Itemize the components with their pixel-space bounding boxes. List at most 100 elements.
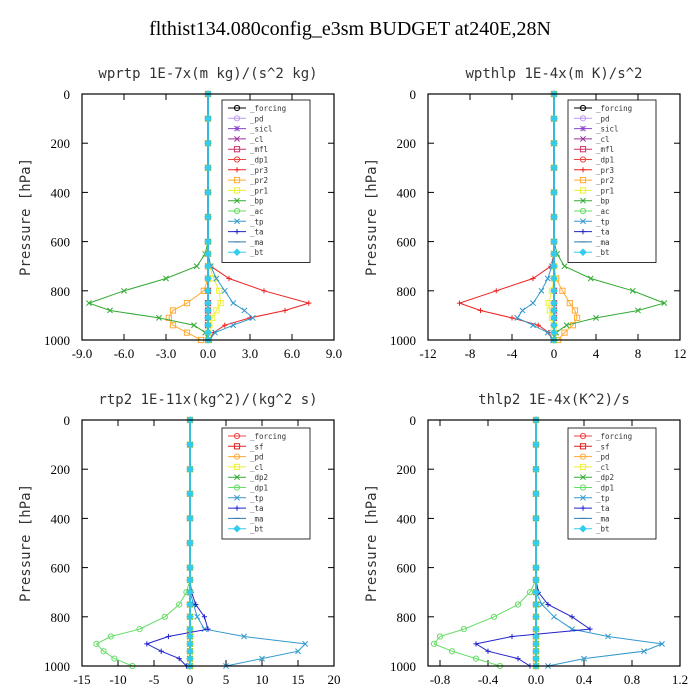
data-point	[193, 263, 200, 270]
legend-label: _bt	[596, 248, 610, 257]
legend-label: _bt	[596, 525, 610, 534]
data-point	[194, 613, 201, 620]
data-point	[561, 329, 568, 336]
legend-marker	[579, 146, 587, 153]
data-point	[306, 300, 312, 306]
data-point	[550, 299, 558, 307]
legend-item: _pr2	[228, 176, 268, 185]
legend-marker	[579, 524, 587, 533]
data-point	[477, 307, 484, 314]
legend-item: _ac	[574, 207, 610, 216]
legend-marker	[580, 218, 586, 225]
data-point	[107, 307, 113, 314]
legend-marker	[233, 104, 241, 112]
y-tick-label: 800	[397, 610, 417, 625]
legend-marker	[579, 453, 587, 460]
legend-label: _pr3	[250, 166, 268, 175]
legend-label: _pr1	[596, 186, 614, 195]
legend-label: _tp	[250, 217, 264, 226]
data-point	[136, 626, 143, 633]
legend-marker	[233, 484, 241, 491]
data-point	[563, 322, 570, 329]
data-point	[186, 612, 194, 621]
legend-marker	[233, 463, 241, 470]
legend: _forcing_pd _sicl_cl_mfl _dp1_pr3_pr2_pr1 _…	[567, 99, 657, 263]
x-tick-label: 0.0	[528, 672, 544, 687]
data-point	[550, 306, 558, 315]
data-point	[635, 307, 641, 314]
legend-item: _bt	[574, 248, 610, 257]
data-point	[230, 300, 237, 307]
data-point	[550, 163, 558, 172]
data-point	[551, 613, 557, 620]
data-point	[532, 539, 540, 547]
legend-item: _bt	[228, 248, 264, 257]
data-point	[519, 307, 526, 314]
data-point	[169, 322, 177, 329]
data-point	[161, 613, 168, 620]
data-point	[176, 656, 182, 662]
data-point	[221, 287, 228, 294]
legend-marker	[579, 484, 587, 491]
legend-marker	[579, 207, 587, 215]
data-point	[186, 600, 194, 609]
data-point	[538, 287, 545, 294]
data-point	[661, 300, 668, 307]
legend-marker	[580, 474, 586, 481]
data-point	[204, 321, 212, 330]
data-point	[204, 286, 212, 295]
data-point	[550, 139, 558, 148]
legend-item: _ma	[228, 238, 264, 247]
data-point	[532, 632, 540, 641]
legend-item: _dp2	[574, 473, 614, 482]
series-line	[87, 94, 209, 341]
data-point	[216, 287, 223, 294]
plot-frame	[427, 419, 681, 667]
data-point	[176, 601, 183, 608]
data-point	[186, 654, 194, 663]
plot-frame	[427, 93, 681, 341]
data-point	[295, 648, 301, 655]
legend-marker	[579, 177, 587, 184]
y-tick-label: 400	[51, 185, 71, 200]
data-point	[605, 633, 611, 640]
data-point	[191, 322, 197, 329]
data-point	[532, 563, 540, 572]
data-point	[593, 314, 599, 321]
data-point	[144, 641, 150, 647]
legend-label: _mfl	[596, 145, 614, 154]
x-tick-label: 10	[256, 672, 269, 687]
series-bt	[186, 416, 194, 670]
legend-item: _pr3	[228, 166, 268, 175]
legend-item: _sicl	[228, 125, 273, 134]
x-tick-label: 0.4	[576, 672, 593, 687]
data-point	[204, 250, 212, 258]
legend-label: _pr3	[596, 166, 614, 175]
legend-marker	[233, 146, 241, 153]
legend-item: _mfl	[574, 145, 614, 154]
data-point	[204, 139, 212, 148]
data-point	[204, 274, 212, 283]
data-point	[121, 287, 127, 294]
legend-item: _pd	[228, 114, 264, 123]
legend-marker	[580, 167, 586, 173]
legend-item: _forcing	[228, 104, 286, 113]
x-tick-label: -5	[149, 672, 160, 687]
legend-label: _dp1	[250, 156, 268, 165]
y-axis-label: Pressure [hPa]	[18, 158, 34, 276]
legend-marker	[579, 187, 587, 194]
data-point	[550, 274, 558, 283]
legend-marker	[580, 494, 586, 501]
data-point	[550, 286, 558, 295]
data-point	[230, 322, 237, 329]
legend-item: _forcing	[228, 432, 286, 441]
x-tick-label: 0	[551, 346, 558, 361]
y-tick-label: 0	[410, 413, 417, 428]
data-point	[186, 632, 194, 641]
legend-marker	[579, 248, 587, 257]
legend-item: _mfl	[228, 145, 268, 154]
panel-title: wprtp 1E-7x(m kg)/(s^2 kg)	[98, 66, 317, 82]
legend-item: _ta	[228, 504, 264, 513]
data-point	[532, 612, 540, 621]
